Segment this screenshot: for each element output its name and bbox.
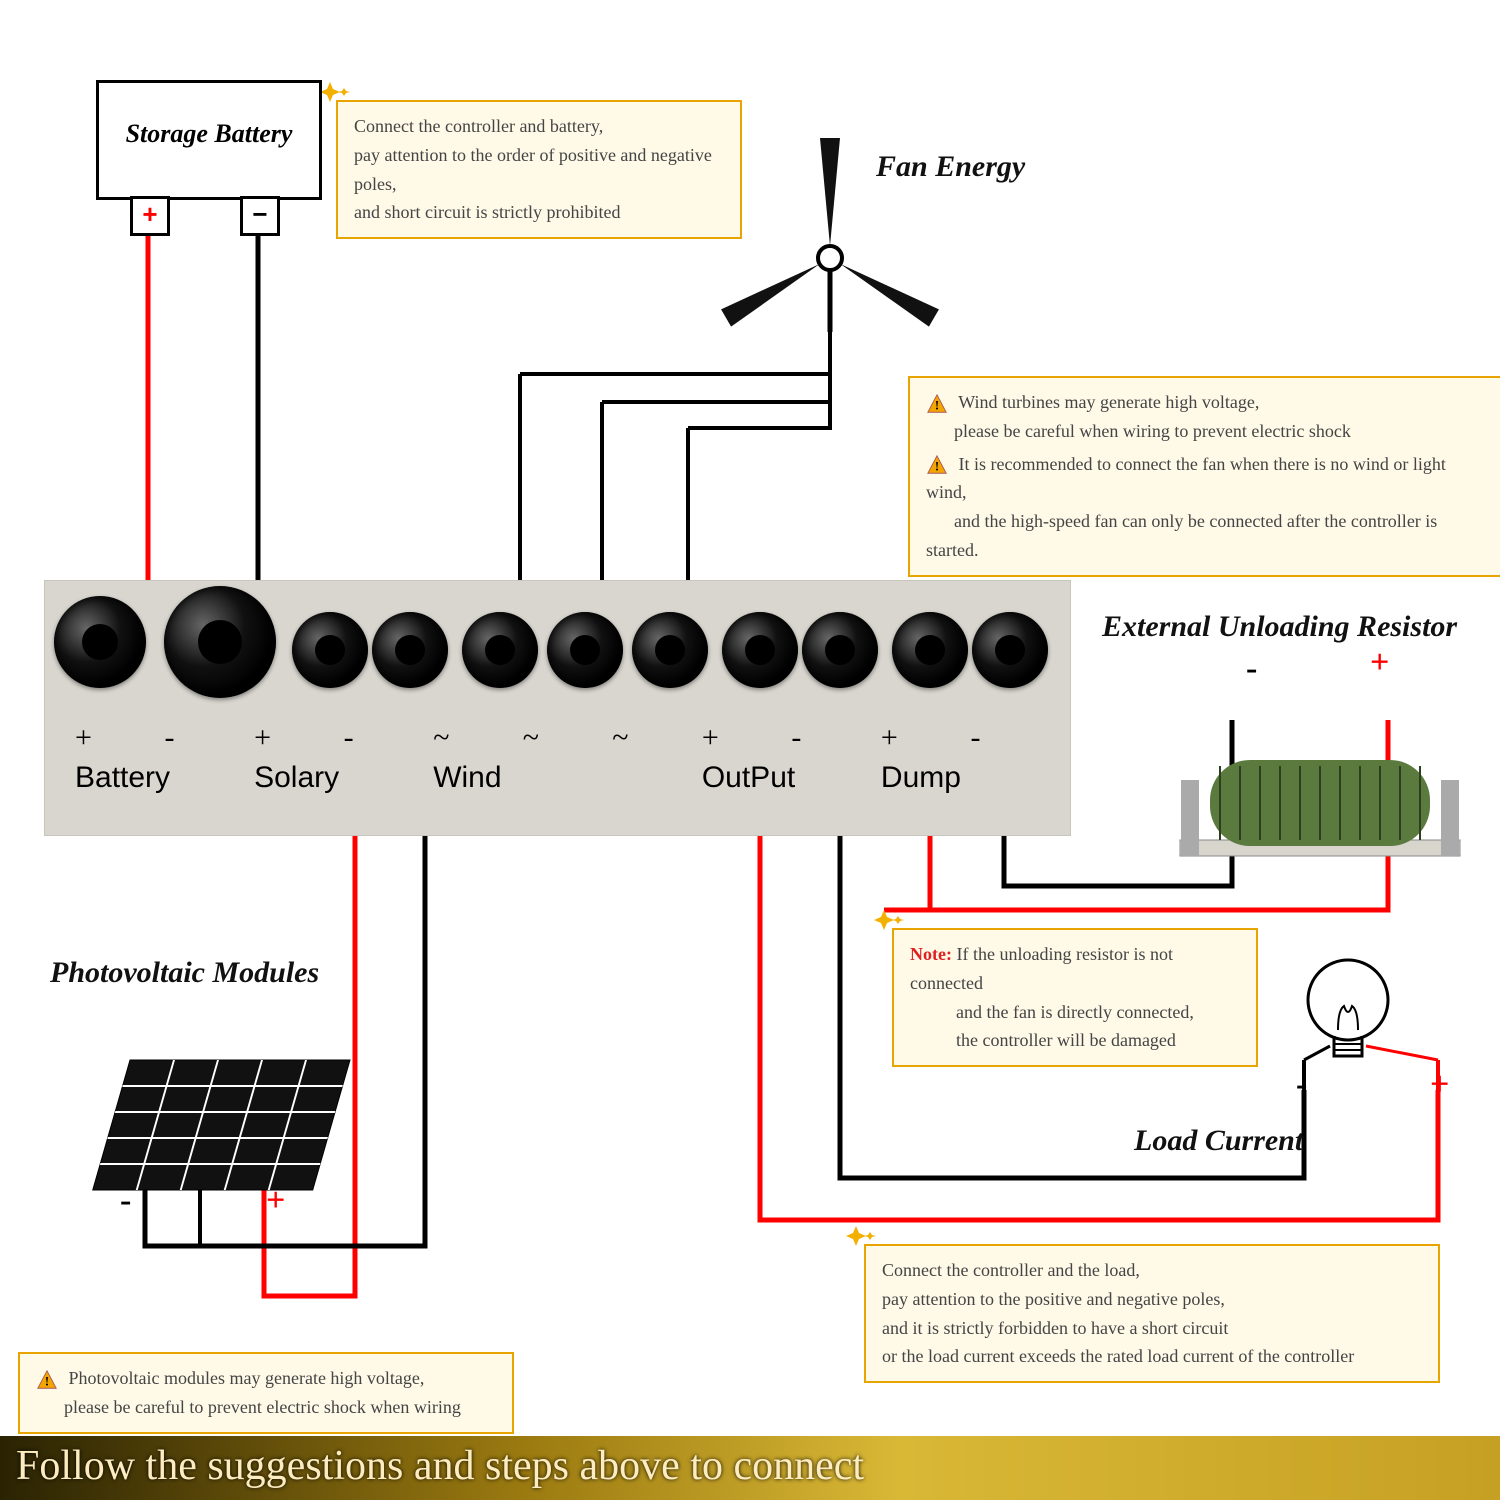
note-line: please be careful to prevent electric sh…	[64, 1397, 461, 1417]
diagram-canvas: Storage Battery + − Fan Energy External …	[0, 0, 1500, 1500]
resistor-neg-sign: -	[1246, 650, 1257, 688]
battery-note-box: Connect the controller and battery, pay …	[336, 100, 742, 239]
terminal-name-cell: OutPut	[702, 761, 881, 805]
note-line: Photovoltaic modules may generate high v…	[69, 1368, 425, 1388]
terminal-sign-cell: ~	[523, 721, 613, 761]
terminal-grommet	[972, 612, 1048, 688]
wind-warning-box: ! Wind turbines may generate high voltag…	[908, 376, 1500, 577]
warning-icon: !	[36, 1369, 58, 1391]
pv-pos-sign: +	[266, 1182, 285, 1220]
terminal-name-cell: Battery	[75, 761, 254, 805]
note-line: or the load current exceeds the rated lo…	[882, 1342, 1422, 1371]
terminal-grommet	[164, 586, 276, 698]
load-neg-sign: -	[1296, 1066, 1307, 1104]
note-line: pay attention to the order of positive a…	[354, 141, 724, 199]
pv-warning-box: ! Photovoltaic modules may generate high…	[18, 1352, 514, 1434]
resistor-label: External Unloading Resistor	[1102, 610, 1457, 644]
resistor-note-box: Note: If the unloading resistor is not c…	[892, 928, 1258, 1067]
terminal-sign-row: +-+-~~~+-+-	[75, 721, 1060, 761]
light-bulb-icon	[1304, 960, 1438, 1090]
terminal-sign-cell: -	[970, 721, 1060, 761]
svg-text:!: !	[935, 460, 939, 474]
terminal-grommet	[462, 612, 538, 688]
resistor-pos-sign: +	[1370, 644, 1389, 682]
note-line: pay attention to the positive and negati…	[882, 1285, 1422, 1314]
terminal-grommet	[892, 612, 968, 688]
svg-text:!: !	[935, 398, 939, 412]
terminal-grommet	[632, 612, 708, 688]
footer-bar: Follow the suggestions and steps above t…	[0, 1436, 1500, 1500]
fan-energy-label: Fan Energy	[876, 150, 1025, 184]
terminal-name-row: BatterySolaryWindOutPutDump	[75, 761, 1060, 805]
terminal-sign-cell: -	[165, 721, 255, 761]
terminal-name-cell: Solary	[254, 761, 433, 805]
warn-item: ! It is recommended to connect the fan w…	[926, 450, 1486, 565]
note-line: Connect the controller and battery,	[354, 112, 724, 141]
footer-text: Follow the suggestions and steps above t…	[16, 1442, 864, 1490]
terminal-name-cell: Wind	[433, 761, 702, 805]
terminal-sign-cell: ~	[612, 721, 702, 761]
pv-label: Photovoltaic Modules	[50, 956, 319, 990]
terminal-sign-cell: -	[791, 721, 881, 761]
warning-icon: !	[926, 393, 948, 415]
terminal-grommet	[372, 612, 448, 688]
note-line: Connect the controller and the load,	[882, 1256, 1422, 1285]
terminal-grommet	[547, 612, 623, 688]
load-note-box: Connect the controller and the load, pay…	[864, 1244, 1440, 1383]
battery-label: Storage Battery	[99, 119, 319, 149]
battery-negative-pole: −	[240, 196, 280, 236]
svg-text:!: !	[45, 1374, 49, 1388]
terminal-sign-cell: ~	[433, 721, 523, 761]
note-line: and the fan is directly connected,	[956, 1002, 1194, 1022]
terminal-sign-cell: -	[344, 721, 434, 761]
resistor-icon	[1180, 740, 1460, 856]
terminal-sign-cell: +	[75, 721, 165, 761]
warning-icon: !	[926, 454, 948, 476]
load-pos-sign: +	[1430, 1066, 1449, 1104]
terminal-grommet	[802, 612, 878, 688]
terminal-sign-cell: +	[702, 721, 792, 761]
note-label: Note:	[910, 944, 952, 964]
terminal-grommet	[722, 612, 798, 688]
terminal-sign-cell: +	[254, 721, 344, 761]
note-line: and it is strictly forbidden to have a s…	[882, 1314, 1422, 1343]
note-line: the controller will be damaged	[956, 1030, 1176, 1050]
warn-item: ! Wind turbines may generate high voltag…	[926, 388, 1486, 446]
load-label: Load Current	[1134, 1124, 1303, 1158]
battery-symbol: Storage Battery	[96, 80, 322, 200]
pv-neg-sign: -	[120, 1182, 131, 1220]
terminal-grommet	[292, 612, 368, 688]
battery-positive-pole: +	[130, 196, 170, 236]
terminal-grommet	[54, 596, 146, 688]
note-line: and short circuit is strictly prohibited	[354, 198, 724, 227]
terminal-name-cell: Dump	[881, 761, 1060, 805]
terminal-sign-cell: +	[881, 721, 971, 761]
